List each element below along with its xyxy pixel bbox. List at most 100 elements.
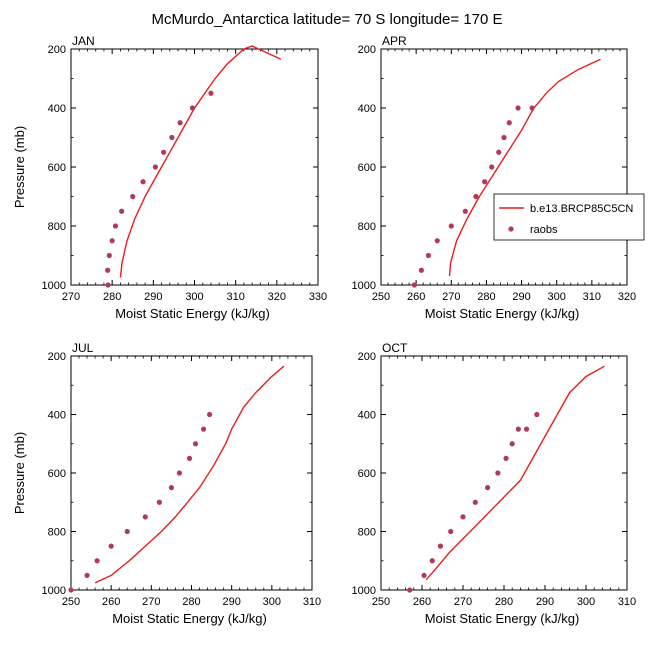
x-tick-label: 310 — [583, 291, 601, 303]
series-line-model — [425, 365, 605, 581]
raobs-point — [206, 411, 213, 418]
raobs-point — [523, 426, 530, 432]
x-tick-label: 280 — [495, 596, 513, 608]
plot-frame — [380, 48, 628, 286]
x-tick-label: 320 — [268, 291, 286, 303]
raobs-point — [106, 252, 112, 259]
x-tick-label: 250 — [372, 596, 390, 608]
raobs-point — [84, 572, 90, 578]
raobs-point — [407, 587, 413, 593]
raobs-point — [168, 485, 175, 491]
raobs-point — [152, 164, 158, 170]
chart-panels: JAN 270 280 290 300 310 320 330 200 400 600 800 1000… — [12, 34, 636, 626]
raobs-point — [485, 485, 491, 491]
raobs-point — [124, 528, 130, 535]
x-tick-label: 250 — [62, 596, 80, 608]
y-tick-label: 600 — [358, 468, 376, 480]
raobs-point — [473, 193, 479, 200]
x-tick-label: 290 — [512, 291, 530, 303]
panel-label: JAN — [72, 34, 95, 48]
y-axis-label: Pressure (mb) — [12, 126, 27, 208]
raobs-point — [109, 238, 115, 244]
raobs-point — [208, 90, 214, 96]
panel-apr: APR 250 260 270 280 290 300 310 320 200 400 600 800 1… — [352, 34, 637, 321]
x-tick-label: 310 — [618, 596, 636, 608]
raobs-point — [460, 514, 466, 520]
x-tick-label: 300 — [263, 596, 281, 608]
y-tick-label: 800 — [358, 527, 376, 539]
y-tick-label: 400 — [48, 410, 66, 422]
x-tick-label: 270 — [454, 596, 472, 608]
y-tick-label: 600 — [48, 468, 66, 480]
y-tick-label: 1000 — [352, 280, 376, 292]
x-axis-label: Moist Static Energy (kJ/kg) — [112, 611, 267, 626]
panel-jan: JAN 270 280 290 300 310 320 330 200 400 600 800 1000… — [12, 34, 327, 321]
raobs-point — [448, 528, 454, 535]
raobs-point — [192, 441, 199, 447]
x-axis-label: Moist Static Energy (kJ/kg) — [425, 611, 580, 626]
raobs-point — [515, 426, 521, 432]
raobs-point — [140, 179, 146, 185]
raobs-point — [503, 455, 509, 461]
legend-label: raobs — [530, 224, 558, 236]
x-tick-label: 260 — [102, 596, 120, 608]
x-tick-label: 260 — [407, 291, 425, 303]
raobs-point — [176, 470, 183, 476]
y-tick-label: 200 — [358, 351, 376, 363]
y-tick-label: 800 — [48, 527, 66, 539]
raobs-point — [130, 193, 136, 200]
y-tick-label: 600 — [48, 162, 66, 174]
y-tick-label: 400 — [358, 410, 376, 422]
raobs-point — [186, 455, 193, 461]
plot-frame — [70, 48, 319, 286]
series-line-model — [448, 58, 601, 277]
raobs-point — [472, 499, 478, 505]
raobs-point — [200, 426, 207, 432]
x-tick-label: 310 — [226, 291, 244, 303]
raobs-point — [496, 149, 502, 155]
y-tick-label: 400 — [358, 103, 376, 115]
raobs-point — [448, 223, 454, 229]
raobs-point — [434, 238, 440, 244]
x-tick-label: 300 — [577, 596, 595, 608]
y-tick-label: 1000 — [352, 585, 376, 597]
panel-label: OCT — [382, 341, 408, 355]
y-tick-label: 1000 — [42, 280, 66, 292]
x-tick-label: 270 — [442, 291, 460, 303]
raobs-point — [189, 105, 196, 111]
plot-frame — [70, 355, 313, 591]
raobs-point — [509, 441, 515, 447]
x-tick-label: 270 — [62, 291, 80, 303]
raobs-point — [142, 514, 148, 520]
raobs-point — [105, 267, 111, 273]
raobs-point — [425, 252, 432, 259]
raobs-point — [462, 208, 468, 214]
y-tick-label: 800 — [48, 221, 66, 233]
raobs-point — [515, 105, 521, 111]
raobs-point — [94, 558, 100, 564]
x-tick-label: 310 — [303, 596, 321, 608]
raobs-point — [105, 282, 111, 288]
panel-label: APR — [382, 34, 407, 48]
x-tick-label: 290 — [222, 596, 240, 608]
raobs-point — [169, 134, 175, 141]
legend-label: b.e13.BRCP85C5CN — [530, 203, 633, 215]
x-axis-label: Moist Static Energy (kJ/kg) — [425, 306, 580, 321]
y-tick-label: 200 — [358, 44, 376, 56]
raobs-point — [495, 470, 501, 476]
x-tick-label: 330 — [309, 291, 327, 303]
x-tick-label: 290 — [144, 291, 162, 303]
raobs-point — [421, 572, 427, 578]
x-axis-label: Moist Static Energy (kJ/kg) — [115, 306, 270, 321]
x-tick-label: 280 — [477, 291, 495, 303]
raobs-point — [489, 164, 495, 170]
x-tick-label: 270 — [142, 596, 160, 608]
x-tick-label: 290 — [536, 596, 554, 608]
raobs-point — [482, 179, 488, 185]
legend-box — [493, 193, 645, 241]
raobs-point — [506, 120, 512, 126]
panel-label: JUL — [72, 341, 94, 355]
x-tick-label: 300 — [185, 291, 203, 303]
raobs-point — [119, 208, 125, 214]
